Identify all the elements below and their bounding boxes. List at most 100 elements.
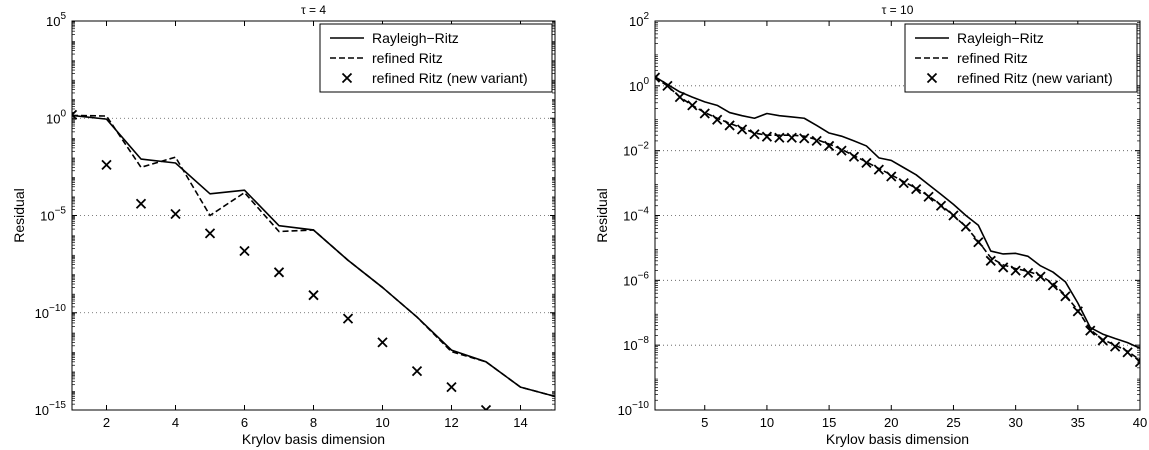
series-line-rayleigh-ritz bbox=[655, 76, 1140, 350]
y-tick-base: 10 bbox=[623, 209, 637, 224]
series-line-refined-ritz bbox=[655, 76, 1140, 361]
x-tick-label: 6 bbox=[241, 415, 248, 430]
marker-point bbox=[1010, 265, 1021, 276]
y-tick-base: 10 bbox=[46, 111, 60, 126]
marker-point bbox=[935, 200, 947, 211]
marker-point bbox=[724, 120, 735, 131]
marker-point bbox=[886, 171, 897, 182]
y-tick-base: 10 bbox=[618, 403, 632, 418]
marker-point bbox=[836, 145, 847, 156]
chart-tau-10: 5 10 15 20 25 30 35 4010210010−210−410−610−810−… bbox=[594, 3, 1147, 447]
marker-point bbox=[911, 184, 922, 195]
marker-point bbox=[1097, 335, 1108, 346]
marker-point bbox=[736, 124, 748, 135]
series-line-refined-ritz bbox=[72, 114, 555, 398]
plot-area bbox=[72, 109, 555, 410]
x-axis-label: Krylov basis dimension bbox=[826, 431, 969, 447]
x-tick-label: 35 bbox=[1071, 415, 1085, 430]
marker-point bbox=[823, 140, 835, 152]
x-axis-label: Krylov basis dimension bbox=[242, 431, 385, 447]
marker-point bbox=[1122, 347, 1133, 358]
x-tick-label: 20 bbox=[884, 415, 898, 430]
marker-point bbox=[550, 409, 552, 410]
y-tick-exponent: −10 bbox=[49, 303, 66, 314]
y-axis-label: Residual bbox=[11, 188, 27, 242]
x-tick-label: 25 bbox=[946, 415, 960, 430]
y-tick-base: 10 bbox=[629, 79, 643, 94]
y-tick-label: 10−5 bbox=[40, 206, 66, 224]
marker-point bbox=[662, 80, 673, 91]
marker-point bbox=[480, 404, 492, 410]
legend-label: refined Ritz bbox=[957, 50, 1028, 66]
marker-point bbox=[749, 129, 760, 140]
y-tick-label: 10−8 bbox=[623, 335, 649, 353]
legend-swatch-marker bbox=[341, 72, 353, 84]
marker-point bbox=[72, 109, 78, 120]
marker-point bbox=[308, 290, 319, 301]
y-tick-label: 10−6 bbox=[623, 270, 649, 288]
y-tick-base: 10 bbox=[629, 14, 643, 29]
y-tick-label: 100 bbox=[46, 108, 66, 126]
marker-point bbox=[1022, 267, 1034, 278]
marker-point bbox=[761, 131, 773, 142]
y-tick-exponent: −6 bbox=[638, 270, 650, 281]
y-tick-base: 10 bbox=[623, 273, 637, 288]
y-tick-base: 10 bbox=[35, 306, 49, 321]
legend-label: refined Ritz (new variant) bbox=[372, 70, 528, 86]
marker-point bbox=[712, 114, 723, 125]
y-tick-label: 10−10 bbox=[618, 400, 650, 418]
marker-point bbox=[1109, 341, 1121, 352]
marker-point bbox=[998, 262, 1009, 273]
y-tick-exponent: −10 bbox=[632, 400, 649, 411]
x-tick-label: 15 bbox=[822, 415, 836, 430]
marker-point bbox=[273, 267, 285, 278]
y-tick-base: 10 bbox=[40, 209, 54, 224]
x-tick-label: 12 bbox=[444, 415, 458, 430]
marker-point bbox=[985, 255, 996, 266]
legend-label: Rayleigh−Ritz bbox=[957, 30, 1044, 46]
y-tick-label: 102 bbox=[629, 11, 649, 29]
marker-point bbox=[898, 177, 909, 189]
marker-point bbox=[848, 151, 860, 162]
x-tick-label: 10 bbox=[760, 415, 774, 430]
marker-point bbox=[377, 337, 388, 348]
marker-point bbox=[923, 191, 934, 202]
marker-point bbox=[1134, 356, 1140, 368]
y-tick-label: 10−15 bbox=[35, 400, 67, 418]
x-tick-label: 4 bbox=[172, 415, 179, 430]
marker-point bbox=[446, 381, 457, 393]
chart-title: τ = 4 bbox=[301, 3, 326, 17]
marker-point bbox=[799, 133, 810, 144]
marker-point bbox=[655, 72, 661, 83]
y-tick-label: 10−2 bbox=[623, 141, 649, 159]
x-tick-label: 2 bbox=[103, 415, 110, 430]
series-line-rayleigh-ritz bbox=[72, 114, 555, 398]
legend-label: refined Ritz (new variant) bbox=[957, 70, 1113, 86]
marker-point bbox=[674, 91, 686, 103]
y-tick-exponent: 2 bbox=[643, 11, 649, 22]
marker-point bbox=[1072, 306, 1083, 317]
x-tick-label: 5 bbox=[701, 415, 708, 430]
plot-area bbox=[655, 72, 1140, 368]
legend: Rayleigh−Ritz refined Ritz refined Ritz (n… bbox=[904, 23, 1138, 93]
y-tick-label: 10−10 bbox=[35, 303, 67, 321]
marker-point bbox=[101, 159, 112, 171]
y-tick-base: 10 bbox=[623, 338, 637, 353]
x-tick-label: 8 bbox=[310, 415, 317, 430]
y-tick-exponent: −5 bbox=[55, 206, 67, 217]
y-tick-exponent: 0 bbox=[60, 108, 66, 119]
y-tick-exponent: −4 bbox=[638, 206, 650, 217]
y-axis-label: Residual bbox=[594, 188, 610, 242]
y-tick-base: 10 bbox=[35, 403, 49, 418]
marker-point bbox=[1085, 325, 1096, 336]
x-tick-label: 10 bbox=[375, 415, 389, 430]
y-tick-label: 10−4 bbox=[623, 206, 649, 224]
marker-point bbox=[1035, 271, 1046, 282]
marker-point bbox=[239, 245, 250, 257]
y-tick-exponent: 5 bbox=[60, 11, 66, 22]
marker-point bbox=[699, 108, 710, 119]
marker-point bbox=[948, 210, 959, 221]
legend-label: refined Ritz bbox=[372, 50, 443, 66]
